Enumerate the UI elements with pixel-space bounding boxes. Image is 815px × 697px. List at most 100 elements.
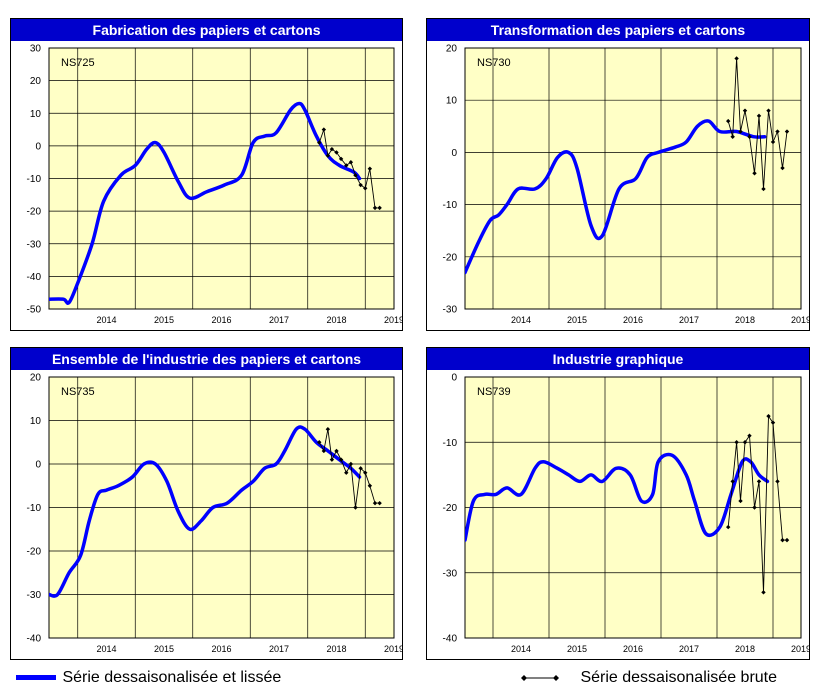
x-tick-label: 2017 [679,315,699,325]
raw-data-point [372,500,378,506]
chart-panel-1: Fabrication des papiers et cartons -50 -4… [10,18,403,331]
y-tick-label: -10 [27,503,42,514]
raw-data-point [770,139,776,145]
raw-data-point [344,470,349,475]
x-tick-label: 2014 [511,315,531,325]
y-tick-label: 20 [446,44,458,55]
y-tick-label: 0 [35,141,41,152]
y-tick-label: -20 [27,547,42,558]
y-tick-label: 20 [30,76,42,87]
raw-data-point [752,505,757,510]
raw-data-point [770,420,776,425]
y-tick-label: -30 [443,568,458,579]
x-tick-label: 2016 [623,315,643,325]
smoothed-series-line [49,101,362,305]
raw-data-point [348,461,354,467]
smoothed-series-line [465,452,770,542]
y-tick-label: -20 [27,207,42,218]
raw-data-point [775,129,780,134]
y-tick-label: -20 [443,252,458,263]
chart-svg-4: -40 -30 -20 -10 0 2014 2015 2016 2017 2018 2019 NS7… [443,373,809,655]
raw-data-point [334,448,339,454]
chart-panel-2: Transformation des papiers et cartons -3… [426,18,810,331]
y-tick-label: 20 [30,373,42,384]
raw-data-point [363,470,368,475]
raw-data-point [363,186,368,191]
raw-data-point [738,498,743,504]
y-tick-label: -50 [27,305,42,316]
legend-smoothed-label: Série dessaisonalisée et lissée [62,669,282,686]
legend-smoothed-swatch [16,675,56,681]
smoothed-series-line [49,425,362,598]
x-tick-label: 2015 [154,644,174,654]
x-tick-label: 2017 [269,644,289,654]
series-code-label: NS730 [477,57,511,69]
raw-data-point [775,479,780,484]
raw-data-point [756,479,762,484]
raw-data-point [747,433,752,438]
smoothed-series-line [465,119,767,275]
raw-data-point [367,483,373,488]
raw-data-point [344,163,349,168]
raw-data-point [367,166,373,171]
raw-data-point [317,140,322,145]
x-tick-label: 2015 [567,644,587,654]
series-code-label: NS739 [477,386,511,398]
legend-smoothed: Série dessaisonalisée et lissée [16,669,281,695]
y-tick-label: -30 [27,239,42,250]
y-tick-label: -10 [443,438,458,449]
legend-raw: Série dessaisonalisée brute [520,669,777,695]
chart-panel-4: Industrie graphique -40 -30 -20 -10 0 2014 201… [426,347,810,660]
legend-raw-swatch [521,674,559,681]
raw-data-point [766,108,771,113]
x-tick-label: 2017 [269,315,289,325]
y-tick-label: 0 [451,373,457,384]
y-tick-label: -20 [443,503,458,514]
chart-title-4: Industrie graphique [427,348,809,370]
x-tick-label: 2019 [384,315,402,325]
y-tick-label: 0 [35,460,41,471]
legend-raw-label: Série dessaisonalisée brute [580,669,778,686]
chart-svg-2: -30 -20 -10 0 10 20 2014 2015 2016 2017 2018 2019 NS… [443,44,809,326]
raw-data-point [372,205,378,211]
raw-data-point [325,153,331,158]
raw-data-point [738,129,743,134]
y-tick-label: -10 [443,200,458,211]
x-tick-label: 2014 [96,644,116,654]
raw-data-point [784,537,790,543]
y-tick-label: 10 [446,96,458,107]
series-code-label: NS725 [61,57,95,69]
x-tick-label: 2016 [211,644,231,654]
raw-data-point [353,505,358,510]
x-tick-label: 2018 [735,644,755,654]
y-tick-label: -30 [27,590,42,601]
raw-data-point [756,113,762,119]
raw-data-point [377,500,382,506]
y-tick-label: 0 [451,148,457,159]
raw-data-point [734,440,739,445]
raw-data-point [742,108,748,113]
x-tick-label: 2019 [791,644,809,654]
chart-svg-1: -50 -40 -30 -20 -10 0 10 20 30 2014 2015 2016 2017 20… [27,44,402,326]
x-tick-label: 2015 [567,315,587,325]
x-tick-label: 2019 [384,644,402,654]
raw-data-point [325,427,331,432]
x-tick-label: 2017 [679,644,699,654]
raw-data-point [358,466,363,471]
y-tick-label: -30 [443,305,458,316]
plot-area [464,47,802,310]
raw-data-point [742,440,748,445]
y-tick-label: 30 [30,44,42,55]
raw-data-point [358,182,363,188]
chart-title-2: Transformation des papiers et cartons [427,19,809,41]
x-tick-label: 2018 [326,315,346,325]
raw-data-point [329,146,335,152]
raw-data-point [338,156,344,162]
y-tick-label: -40 [27,634,42,645]
y-tick-label: 10 [30,109,42,120]
x-tick-label: 2018 [735,315,755,325]
chart-title-3: Ensemble de l'industrie des papiers et c… [11,348,402,370]
chart-panel-3: Ensemble de l'industrie des papiers et c… [10,347,403,660]
chart-title-1: Fabrication des papiers et cartons [11,19,402,41]
raw-data-point [334,150,339,155]
